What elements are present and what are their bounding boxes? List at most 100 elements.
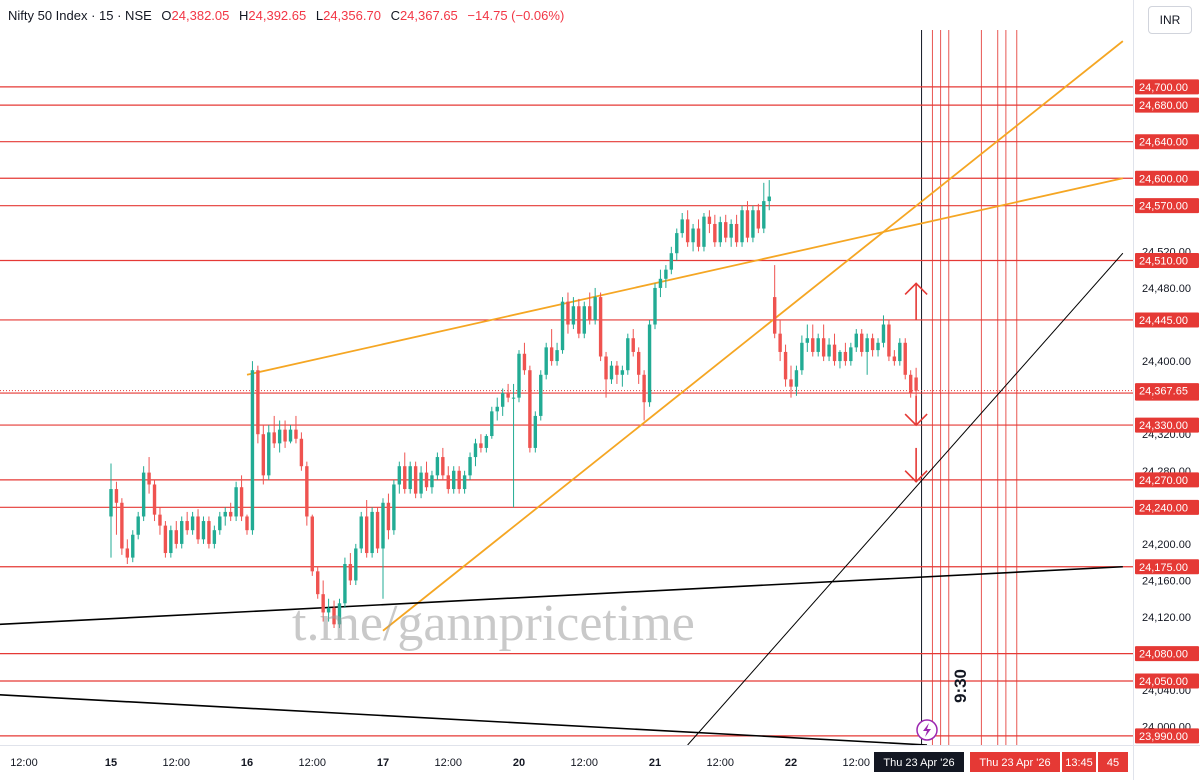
price-level-tag-bg xyxy=(1135,728,1199,744)
candle-body xyxy=(473,443,478,458)
open-value: 24,382.05 xyxy=(171,8,230,23)
candle xyxy=(446,466,450,494)
candle-body xyxy=(832,344,837,362)
arrow-down-icon xyxy=(904,395,928,427)
candle xyxy=(381,498,385,599)
candle xyxy=(696,219,701,252)
candle xyxy=(865,333,869,375)
candle-body xyxy=(892,356,897,362)
candle xyxy=(386,493,391,540)
candle xyxy=(598,292,603,362)
candle-body xyxy=(588,306,592,320)
candle xyxy=(299,432,304,471)
price-level-tag-text: 24,330.00 xyxy=(1139,420,1188,432)
x-tick-label: 17 xyxy=(377,757,389,769)
candle xyxy=(316,566,320,599)
candle xyxy=(528,365,532,453)
candle-body xyxy=(653,287,657,325)
currency-button[interactable]: INR xyxy=(1148,6,1192,34)
candle-body xyxy=(647,324,652,403)
candle xyxy=(479,434,483,453)
trend-line xyxy=(246,177,1124,376)
candle-body xyxy=(593,297,597,320)
candle xyxy=(811,324,815,357)
chart-header: Nifty 50 Index · 15 · NSE O24,382.05 H24… xyxy=(8,8,564,23)
candle-body xyxy=(272,432,276,444)
candle xyxy=(332,600,336,628)
candle-body xyxy=(577,306,581,334)
candle xyxy=(261,425,266,485)
candle xyxy=(876,338,880,357)
candle-body xyxy=(495,406,499,412)
candle-body xyxy=(403,466,407,490)
price-level-tag: 24,445.00 xyxy=(1135,312,1199,328)
candle-body xyxy=(277,429,282,444)
candle-body xyxy=(397,466,402,485)
candle xyxy=(277,420,282,453)
candle-body xyxy=(555,350,559,362)
candle-body xyxy=(158,514,162,526)
candle-body xyxy=(838,351,842,362)
symbol-label[interactable]: Nifty 50 Index · 15 · NSE xyxy=(8,8,152,23)
candle xyxy=(821,324,826,362)
candle xyxy=(604,351,608,398)
candle-body xyxy=(136,516,140,535)
candle xyxy=(174,521,178,549)
candle-body xyxy=(169,530,173,554)
candle xyxy=(800,335,804,375)
candle xyxy=(577,298,581,339)
candle-body xyxy=(887,324,891,357)
candle-body xyxy=(234,487,238,517)
candle xyxy=(669,246,674,275)
candle-body xyxy=(680,219,684,234)
candle xyxy=(664,265,668,288)
candle xyxy=(256,365,260,444)
candle-body xyxy=(702,216,706,247)
candle xyxy=(190,511,195,535)
candle-body xyxy=(718,222,722,243)
candle-body xyxy=(408,466,412,490)
candle xyxy=(305,461,309,526)
x-tick-label: 15 xyxy=(105,757,117,769)
candle xyxy=(908,370,913,398)
candle xyxy=(218,511,222,535)
price-level-tag-bg xyxy=(1135,97,1199,113)
candle-body xyxy=(713,223,717,243)
candle-body xyxy=(539,374,543,416)
price-level-tag: 23,990.00 xyxy=(1135,728,1199,744)
price-level-tag-bg xyxy=(1135,673,1199,689)
candle xyxy=(827,338,831,362)
candle-body xyxy=(245,516,249,531)
candle-body xyxy=(811,338,815,352)
price-level-tag-bg xyxy=(1135,79,1199,95)
candle-body xyxy=(468,457,472,476)
candle-body xyxy=(724,222,728,238)
candle xyxy=(201,516,206,544)
candle xyxy=(582,301,586,339)
timeframe-bg xyxy=(1098,752,1128,772)
candle xyxy=(849,342,853,366)
candle-body xyxy=(354,548,358,581)
candle-body xyxy=(805,338,810,343)
candle xyxy=(136,511,140,540)
price-level-tag-text: 24,367.65 xyxy=(1139,386,1188,398)
candle-body xyxy=(348,564,353,581)
candle-body xyxy=(843,351,848,362)
candle-body xyxy=(560,301,565,351)
candle xyxy=(131,530,135,563)
candle-body xyxy=(163,525,168,554)
candle xyxy=(473,438,478,467)
candle xyxy=(239,475,244,522)
price-level-tag: 24,600.00 xyxy=(1135,170,1199,186)
candle xyxy=(533,411,538,453)
candle xyxy=(359,511,363,554)
time-level-date-bg xyxy=(970,752,1060,772)
candle-body xyxy=(707,216,712,224)
price-level-tag: 24,570.00 xyxy=(1135,198,1199,214)
candle-body xyxy=(544,347,548,375)
price-level-tag: 24,330.00 xyxy=(1135,417,1199,433)
candle xyxy=(555,342,559,366)
candle xyxy=(392,479,396,535)
candle-body xyxy=(435,457,440,476)
